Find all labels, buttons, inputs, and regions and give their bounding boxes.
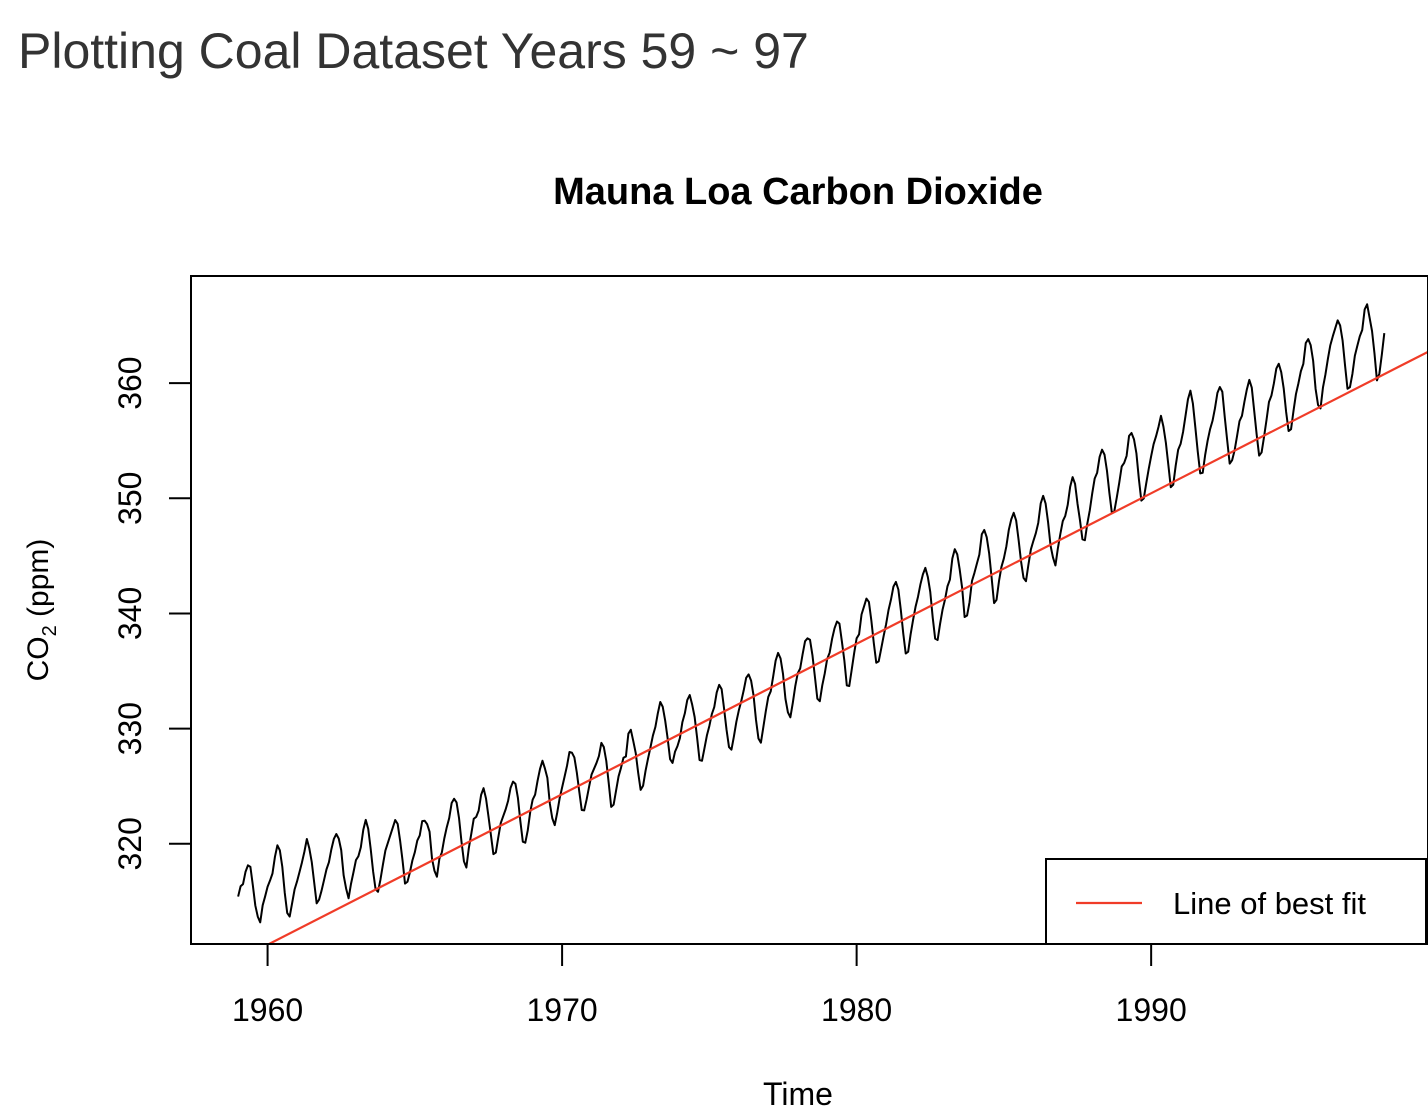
chart-title: Mauna Loa Carbon Dioxide	[553, 171, 1043, 213]
x-tick-label: 1960	[232, 992, 303, 1028]
y-axis: 320 330 340 350 360	[112, 356, 192, 870]
y-axis-label-main: CO	[22, 636, 55, 681]
y-tick-label: 330	[112, 702, 148, 755]
x-tick-label: 1980	[821, 992, 892, 1028]
legend-box	[1045, 858, 1427, 945]
page-heading: Plotting Coal Dataset Years 59 ~ 97	[18, 23, 809, 79]
plot-frame	[190, 275, 1428, 945]
x-axis-label: Time	[763, 1076, 833, 1112]
x-tick-label: 1990	[1116, 992, 1187, 1028]
x-tick-label: 1970	[527, 992, 598, 1028]
svg-text:CO2 (ppm): CO2 (ppm)	[22, 539, 61, 682]
y-tick-label: 360	[112, 356, 148, 409]
best-fit-line	[266, 350, 1428, 944]
y-axis-label-unit: (ppm)	[22, 539, 55, 626]
y-axis-label: CO2 (ppm)	[22, 539, 61, 682]
y-axis-label-subscript: 2	[39, 625, 61, 636]
x-axis: 1960 1970 1980 1990	[232, 943, 1187, 1028]
y-tick-label: 350	[112, 472, 148, 525]
legend-label-best-fit: Line of best fit	[1173, 886, 1366, 921]
co2-series-line	[237, 303, 1386, 924]
y-tick-label: 340	[112, 587, 148, 640]
legend: Line of best fit	[1045, 858, 1427, 945]
y-tick-label: 320	[112, 817, 148, 870]
